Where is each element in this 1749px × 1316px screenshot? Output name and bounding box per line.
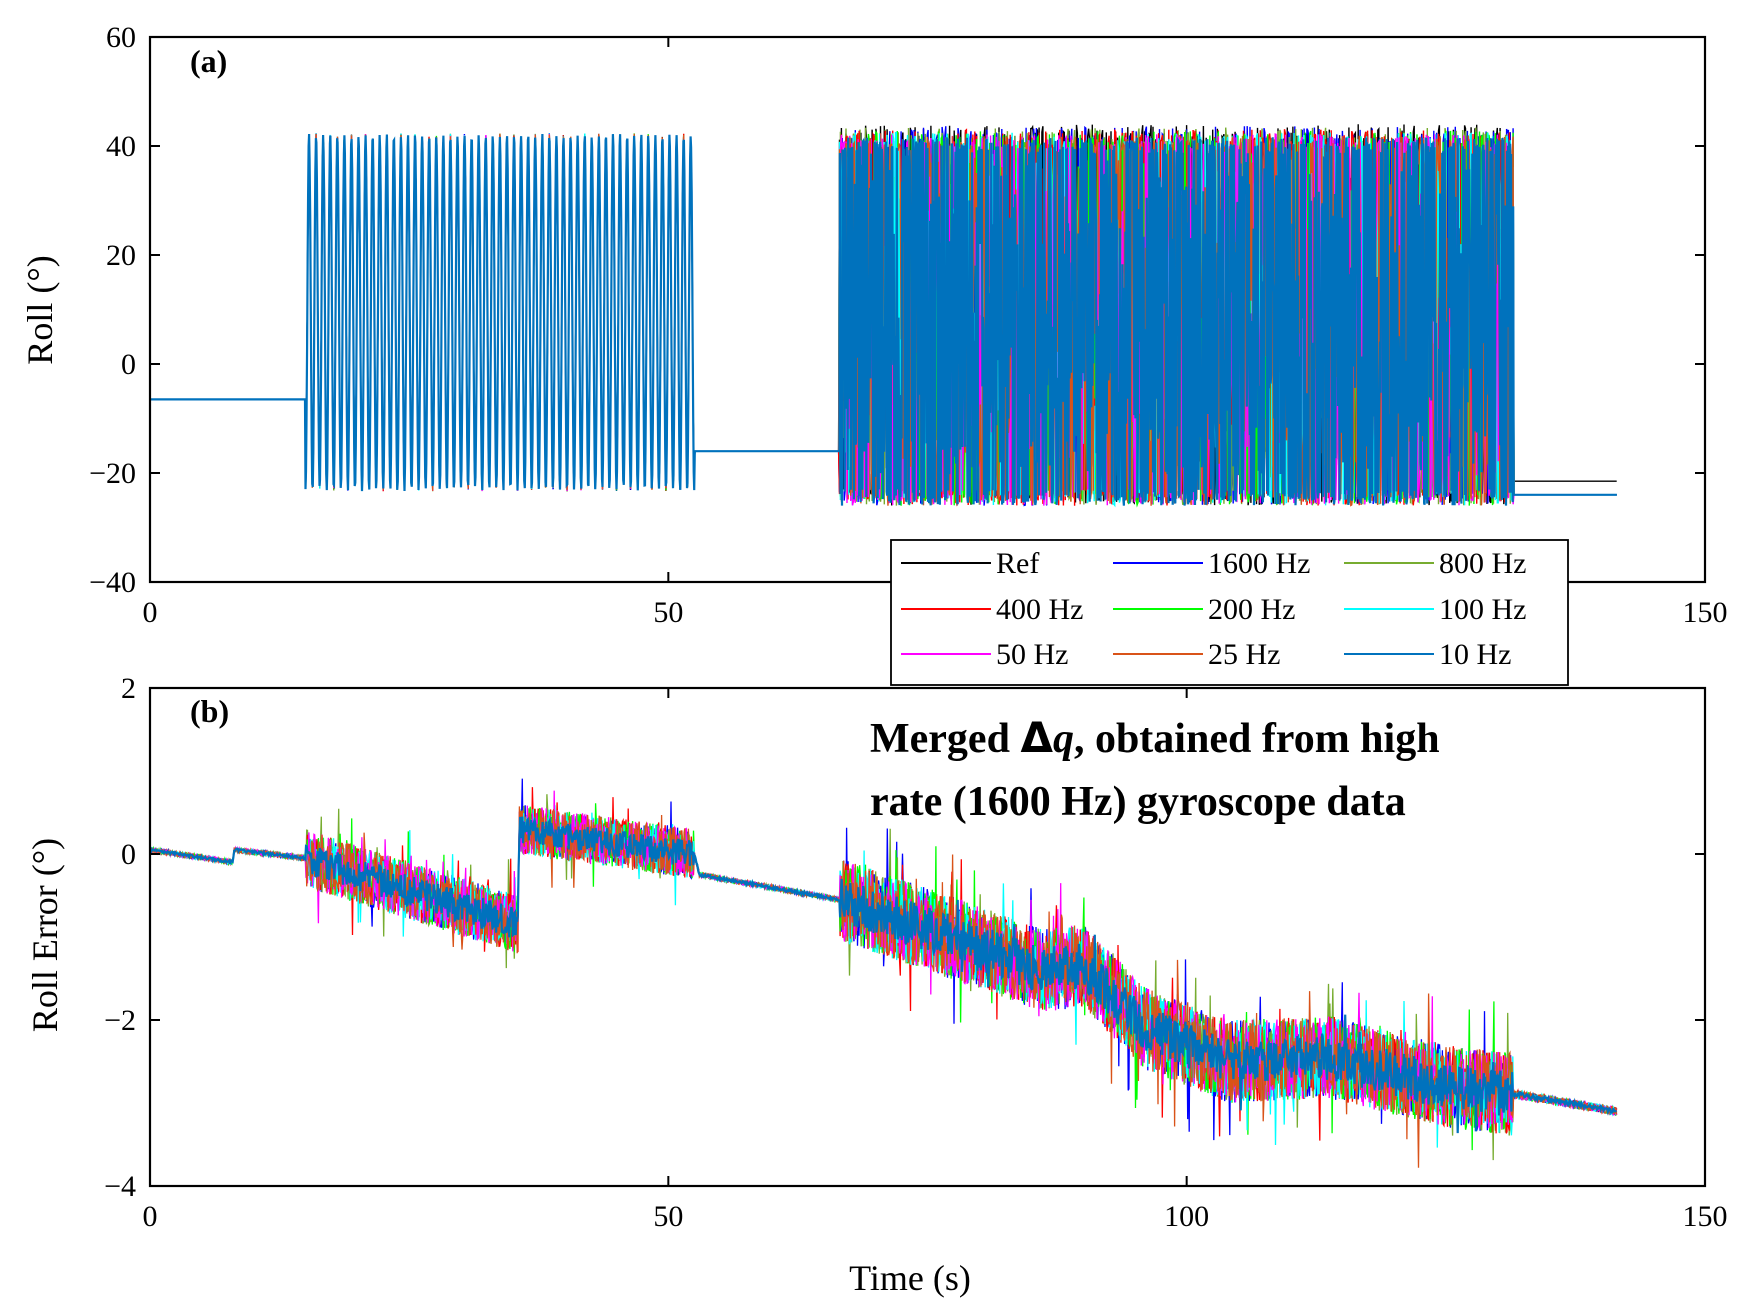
panel-a-ytick-label: 40: [106, 130, 136, 163]
panel-b-label: (b): [190, 693, 229, 729]
annotation-delta: Δ: [1020, 713, 1053, 762]
panel-b-ytick-label: −2: [104, 1004, 136, 1037]
panel-a-ytick-label: −20: [89, 457, 136, 490]
panel-a-ytick-label: 20: [106, 239, 136, 272]
panel-b-xtick-label: 0: [143, 1200, 158, 1233]
panel-b-axes-frame: [148, 686, 1707, 1188]
panel-b: 0 50 100 150 −4 −2 0 2 (b) Roll Error (°) Time …: [25, 672, 1728, 1298]
panel-b-ylabel: Roll Error (°): [25, 838, 65, 1032]
panel-a-series-10-hz: [150, 133, 1617, 506]
annotation-suffix: , obtained from high: [1074, 716, 1440, 762]
legend-label-100-hz: 100 Hz: [1439, 593, 1526, 626]
panel-b-series: [149, 778, 1618, 1168]
panel-a-xtick-label: 150: [1683, 596, 1728, 629]
panel-a-ticks: 0 50 150 −40 −20 0 20 40 60: [89, 21, 1727, 629]
panel-b-ytick-label: 2: [121, 672, 136, 705]
panel-a-xtick-label: 50: [653, 596, 683, 629]
panel-b-series-10-hz: [149, 816, 1617, 1134]
panel-b-ticks: 0 50 100 150 −4 −2 0 2: [104, 672, 1727, 1233]
panel-b-xtick-label: 150: [1683, 1200, 1728, 1233]
legend-label-200-hz: 200 Hz: [1208, 593, 1295, 626]
annotation-q: q: [1053, 716, 1074, 762]
panel-b-xtick-label: 100: [1164, 1200, 1209, 1233]
legend-label-25-hz: 25 Hz: [1208, 638, 1280, 671]
legend-label-10-hz: 10 Hz: [1439, 638, 1511, 671]
panel-a-series: [150, 124, 1617, 508]
legend-label-50-hz: 50 Hz: [996, 638, 1068, 671]
annotation-line-1: Merged Δq, obtained from high: [870, 713, 1440, 762]
panel-a-label: (a): [190, 43, 227, 79]
legend-label-ref: Ref: [996, 547, 1039, 580]
legend-label-1600-hz: 1600 Hz: [1208, 547, 1310, 580]
legend-label-400-hz: 400 Hz: [996, 593, 1083, 626]
panel-b-series-25-hz: [149, 806, 1618, 1168]
panel-b-xtick-label: 50: [653, 1200, 683, 1233]
annotation: Merged Δq, obtained from high rate (1600…: [870, 713, 1440, 825]
legend: Ref 1600 Hz 800 Hz 400 Hz 200 Hz 100 Hz 50 Hz 2…: [890, 539, 1569, 686]
panel-b-xlabel: Time (s): [849, 1258, 971, 1298]
legend-entries: Ref 1600 Hz 800 Hz 400 Hz 200 Hz 100 Hz 50 Hz 2…: [901, 547, 1526, 671]
annotation-line-2: rate (1600 Hz) gyroscope data: [870, 779, 1406, 825]
annotation-prefix: Merged: [870, 716, 1020, 762]
panel-a-ytick-label: 60: [106, 21, 136, 54]
legend-label-800-hz: 800 Hz: [1439, 547, 1526, 580]
panel-a-ytick-label: 0: [121, 348, 136, 381]
panel-a-ylabel: Roll (°): [20, 255, 60, 364]
legend-box: [890, 539, 1569, 686]
panel-a-xtick-label: 0: [143, 596, 158, 629]
panel-b-ytick-label: −4: [104, 1170, 136, 1203]
panel-b-ytick-label: 0: [121, 838, 136, 871]
panel-a-ytick-label: −40: [89, 566, 136, 599]
